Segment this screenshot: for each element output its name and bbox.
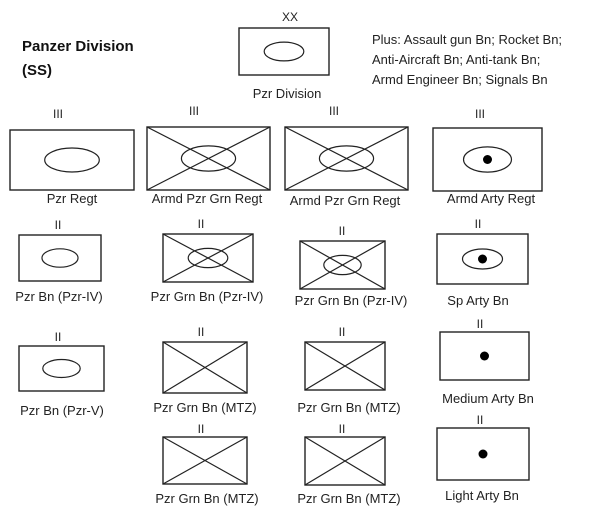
armour-oval [42,358,81,379]
infantry-cross [299,240,386,290]
unit-symbol [284,126,409,191]
armour-oval [263,41,305,62]
echelon-marker: II [197,217,205,231]
armour-oval [180,145,237,172]
unit-label: Pzr Bn (Pzr-IV) [15,289,103,304]
unit-symbol [439,331,530,381]
unit-label: Medium Arty Bn [442,391,534,406]
echelon-marker: II [476,317,484,331]
unit-frame [238,27,330,76]
unit-label: Pzr Grn Bn (MTZ) [155,491,259,506]
armour-oval [323,254,362,276]
infantry-cross [146,126,271,191]
echelon-marker: III [52,107,64,121]
unit-label: Pzr Division [252,86,322,101]
armour-oval [41,248,79,268]
diagram-title: Panzer Division [22,38,134,55]
diagram-subtitle: (SS) [22,62,52,79]
unit-symbol [299,240,386,290]
infantry-cross [162,233,254,283]
note-line: Plus: Assault gun Bn; Rocket Bn; [372,32,563,47]
echelon-marker: II [476,413,484,427]
echelon-marker: II [338,422,346,436]
echelon-marker: II [338,224,346,238]
echelon-marker: II [197,422,205,436]
unit-frame [18,345,105,392]
unit-label: Armd Arty Regt [446,191,536,206]
armour-oval [187,247,229,269]
echelon-marker: III [474,107,486,121]
infantry-cross [284,126,409,191]
unit-label: Pzr Grn Bn (MTZ) [297,491,401,506]
echelon-marker: XX [281,10,299,24]
echelon-marker: III [328,104,340,118]
unit-label: Pzr Grn Bn (Pzr-IV) [150,289,264,304]
unit-frame [18,234,102,282]
unit-symbol [436,233,529,285]
echelon-marker: II [197,325,205,339]
unit-label: Armd Pzr Grn Regt [151,191,263,206]
artillery-dot [478,449,488,459]
unit-symbol [432,127,543,192]
echelon-marker: II [54,218,62,232]
artillery-dot [483,155,492,164]
armour-oval [461,248,504,270]
echelon-marker: III [188,104,200,118]
armour-oval [462,146,513,173]
support-units-note: Plus: Assault gun Bn; Rocket Bn; Anti-Ai… [372,30,562,90]
unit-frame [9,129,135,191]
note-line: Armd Engineer Bn; Signals Bn [372,72,548,87]
unit-label: Pzr Grn Bn (MTZ) [297,400,401,415]
unit-symbol [9,129,135,191]
armour-oval [44,147,100,173]
unit-symbol [436,427,530,481]
infantry-cross [304,436,386,486]
unit-label: Pzr Regt [46,191,98,206]
unit-symbol [18,234,102,282]
artillery-dot [480,351,489,361]
unit-symbol [162,233,254,283]
infantry-cross [162,341,248,394]
unit-symbol [162,341,248,394]
unit-label: Pzr Grn Bn (MTZ) [153,400,257,415]
echelon-marker: II [54,330,62,344]
unit-symbol [146,126,271,191]
unit-label: Light Arty Bn [445,488,519,503]
echelon-marker: II [338,325,346,339]
unit-symbol [18,345,105,392]
armour-oval [318,145,375,172]
unit-symbol [304,341,386,391]
unit-symbol [304,436,386,486]
infantry-cross [304,341,386,391]
infantry-cross [162,436,248,485]
unit-label: Sp Arty Bn [447,293,509,308]
unit-label: Pzr Grn Bn (Pzr-IV) [294,293,408,308]
echelon-marker: II [474,217,482,231]
unit-label: Armd Pzr Grn Regt [289,193,401,208]
unit-symbol [162,436,248,485]
artillery-dot [478,254,487,264]
unit-symbol [238,27,330,76]
note-line: Anti-Aircraft Bn; Anti-tank Bn; [372,52,541,67]
unit-label: Pzr Bn (Pzr-V) [20,403,104,418]
